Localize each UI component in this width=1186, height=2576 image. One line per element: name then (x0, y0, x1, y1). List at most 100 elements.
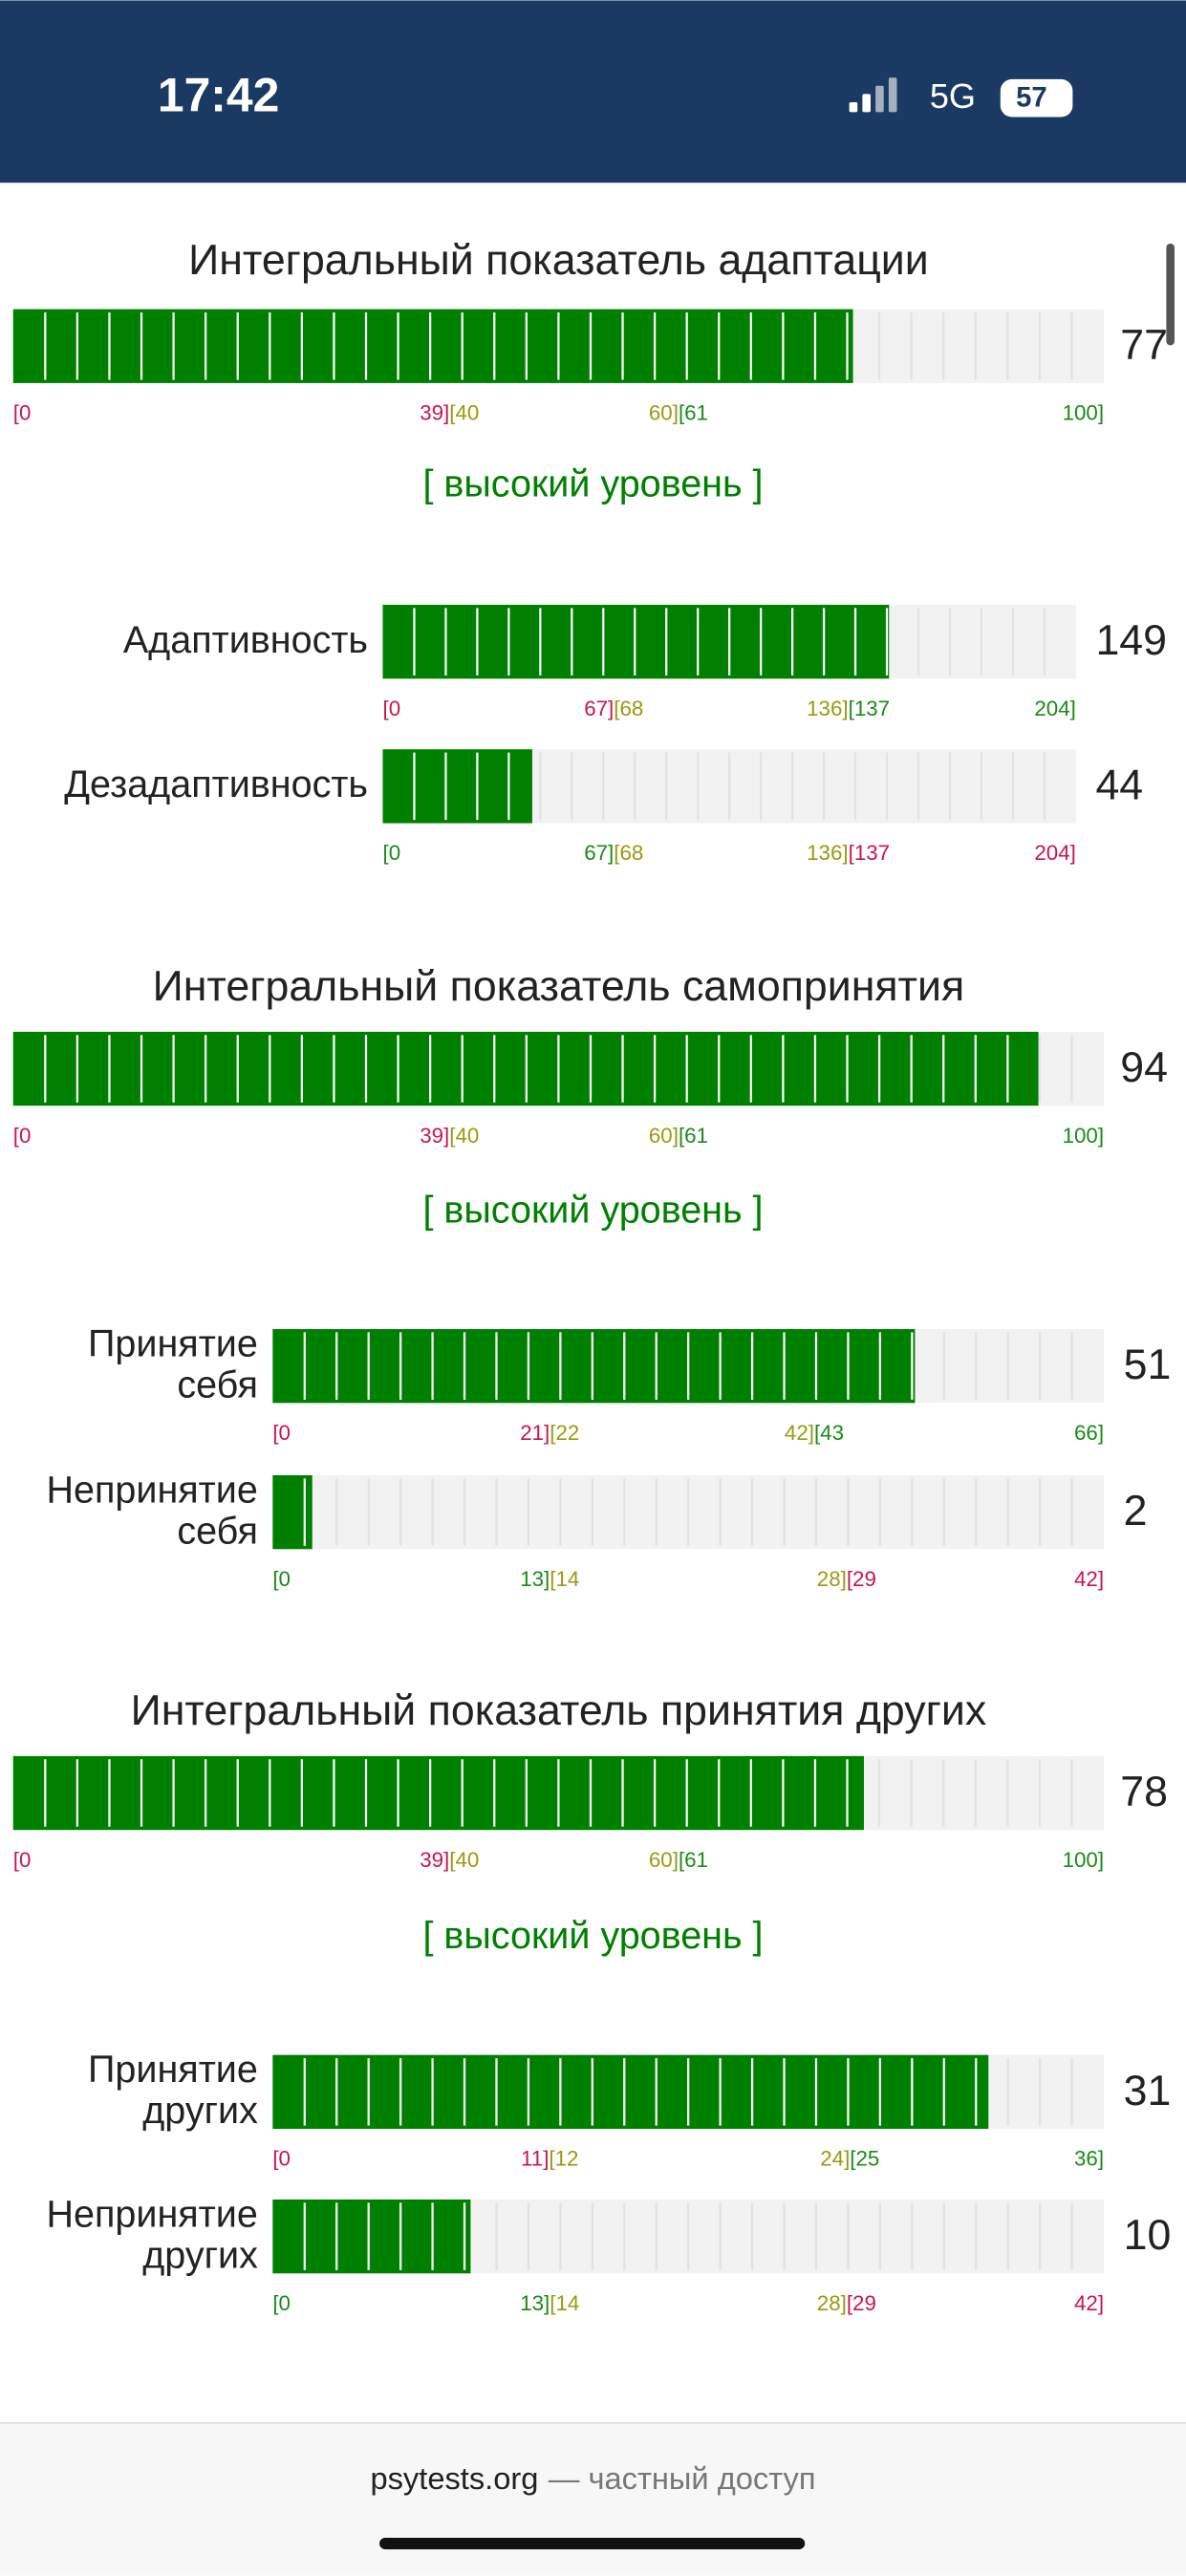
range-part: [0 (13, 1124, 32, 1148)
bar-fill (382, 604, 890, 679)
level-text: [ высокий уровень ] (422, 1915, 763, 1957)
range-label: 204] (1034, 697, 1075, 720)
scale-label: себя (177, 1363, 257, 1406)
range-part: [137 (849, 697, 890, 720)
range-part: 39] (420, 400, 449, 424)
range-label: 136][137 (807, 841, 890, 865)
range-part: [22 (550, 1421, 579, 1445)
bar-value: 2 (1124, 1488, 1148, 1535)
range-part: [40 (449, 1124, 479, 1148)
range-part: 13] (520, 2291, 550, 2315)
range-label: 100] (1063, 1124, 1104, 1148)
status-bar (0, 0, 1186, 183)
range-part: [0 (13, 400, 32, 424)
range-part: 13] (520, 1567, 550, 1591)
range-label: 39][40 (420, 1124, 479, 1148)
range-part: 66] (1074, 1421, 1104, 1445)
scrollbar (1166, 243, 1175, 346)
range-part: 42] (785, 1421, 814, 1445)
range-part: 136] (807, 841, 848, 865)
range-label: [0 (272, 1421, 291, 1445)
section-title: Интегральный показатель самопринятия (153, 963, 965, 1010)
scale-label: Непринятие (47, 1469, 258, 1511)
bar-fill (272, 1328, 916, 1404)
range-part: [40 (449, 400, 479, 424)
range-label: [0 (272, 1567, 291, 1591)
scale-label: других (142, 2090, 258, 2132)
range-part: 39] (420, 1124, 449, 1148)
range-part: 21] (520, 1421, 550, 1445)
range-part: [14 (550, 2291, 579, 2315)
level-text: [ высокий уровень ] (422, 463, 763, 505)
footer-note: — частный доступ (549, 2460, 816, 2496)
bar-value: 31 (1124, 2068, 1172, 2114)
range-part: [0 (382, 697, 400, 720)
range-part: 136] (807, 697, 848, 720)
range-part: [0 (272, 1567, 291, 1591)
scale-label: Адаптивность (123, 619, 368, 661)
range-part: [68 (614, 841, 643, 865)
range-part: 204] (1034, 841, 1075, 865)
range-label: 67][68 (584, 841, 643, 865)
range-part: 39] (420, 1848, 449, 1872)
bar-value: 44 (1095, 762, 1143, 808)
range-part: 100] (1063, 1848, 1104, 1872)
range-part: [0 (272, 1421, 291, 1445)
range-label: [0 (382, 697, 400, 720)
scale-label: других (142, 2234, 258, 2276)
range-label: [0 (272, 2147, 291, 2171)
scale-label: Непринятие (47, 2193, 258, 2235)
range-part: 28] (817, 2291, 847, 2315)
footer (0, 2422, 1186, 2576)
range-part: [0 (272, 2291, 291, 2315)
range-part: 204] (1034, 697, 1075, 720)
range-part: 60] (649, 1124, 679, 1148)
bar-value: 77 (1120, 322, 1168, 369)
range-label: [0 (382, 841, 400, 865)
range-label: 60][61 (649, 1124, 708, 1148)
range-label: 24][25 (820, 2147, 879, 2171)
clock: 17:42 (158, 69, 279, 122)
network: 5G (930, 76, 976, 116)
range-label: 100] (1063, 1848, 1104, 1872)
range-label: 21][22 (520, 1421, 579, 1445)
range-label: 60][61 (649, 400, 708, 424)
range-part: 60] (649, 1848, 679, 1872)
range-part: [61 (679, 400, 708, 424)
range-part: 67] (584, 841, 614, 865)
range-label: 66] (1074, 1421, 1104, 1445)
home-indicator (379, 2538, 806, 2550)
range-label: 136][137 (807, 697, 890, 720)
range-label: 39][40 (420, 1848, 479, 1872)
section-title: Интегральный показатель принятия других (131, 1687, 987, 1734)
bar-fill (382, 749, 532, 824)
signal-icon (849, 77, 897, 113)
range-part: [43 (814, 1421, 844, 1445)
bar-fill (272, 2054, 989, 2130)
scale-label: себя (177, 1510, 257, 1552)
range-part: [137 (849, 841, 890, 865)
battery-level: 57 (1016, 82, 1047, 113)
scale-label: Принятие (88, 2049, 258, 2091)
footer-text: psytests.org — частный доступ (370, 2460, 815, 2496)
range-label: 60][61 (649, 1848, 708, 1872)
range-part: [29 (847, 2291, 876, 2315)
bar-fill (12, 309, 853, 383)
range-label: 13][14 (520, 2291, 579, 2315)
range-part: [25 (850, 2147, 879, 2171)
range-part: 36] (1074, 2147, 1104, 2171)
range-part: 60] (649, 400, 679, 424)
bar-value: 94 (1120, 1044, 1168, 1091)
range-label: 67][68 (584, 697, 643, 720)
content: Интегральный показатель адаптации 77 [0 39]… (12, 237, 1172, 2315)
range-label: [0 (13, 1848, 32, 1872)
scale-label: Дезадаптивность (64, 763, 368, 805)
range-label: 28][29 (817, 2291, 876, 2315)
bar-value: 78 (1120, 1769, 1168, 1815)
range-part: 67] (584, 697, 614, 720)
range-part: 42] (1074, 2291, 1104, 2315)
range-part: 28] (817, 1567, 847, 1591)
